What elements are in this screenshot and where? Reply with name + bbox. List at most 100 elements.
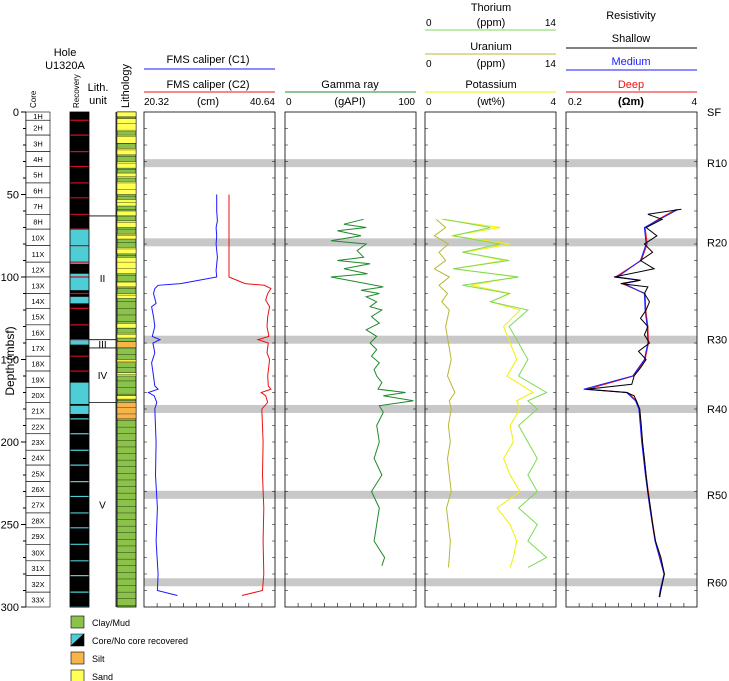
y-axis-label: Depth (mbsf)	[3, 326, 17, 395]
core-label: 33X	[31, 596, 44, 605]
legend-label: Clay/Mud	[92, 618, 130, 628]
track4-curve1-name: Shallow	[612, 33, 651, 45]
track2-frame	[284, 111, 417, 608]
track1-scale-min: 20.32	[144, 97, 169, 108]
depth-tick-label: 50	[7, 190, 19, 202]
track3-frame	[424, 111, 557, 608]
core-label: 19X	[31, 375, 44, 384]
lithology-sand-interval	[116, 161, 137, 169]
track4-scale-min: 0.2	[568, 97, 582, 108]
track3-scale2-min: 0	[426, 59, 432, 70]
recovery-no-core	[70, 405, 89, 414]
core-label: 3H	[33, 139, 43, 148]
track1-header: FMS caliper (C1) FMS caliper (C2) 20.32 …	[144, 54, 275, 108]
track3-header: Thorium 0 (ppm) 14 Uranium 0 (ppm) 14 Po…	[425, 2, 556, 108]
recovery-frame	[69, 111, 90, 608]
horizon-label: R20	[707, 237, 727, 249]
lithology-sand-interval	[116, 172, 137, 179]
caliper-c1-curve	[147, 194, 218, 596]
core-label: 8H	[33, 218, 43, 227]
core-label: 12X	[31, 266, 44, 275]
horizon-labels: SF R10 R20 R30 R40 R50 R60	[707, 107, 727, 589]
legend-label: Silt	[92, 654, 105, 664]
gamma-ray-curve	[330, 218, 414, 566]
horizon-band-R40	[144, 405, 697, 413]
track3-scale1-max: 14	[545, 18, 557, 29]
core-label: 30X	[31, 549, 44, 558]
core-label: 16X	[31, 328, 44, 337]
horizon-label: R40	[707, 404, 727, 416]
recovery-no-core	[70, 296, 89, 304]
core-label: 13X	[31, 281, 44, 290]
core-label: 11X	[32, 250, 45, 259]
track3-curve2-name: Uranium	[470, 41, 512, 53]
track2-curve-name: Gamma ray	[321, 79, 379, 91]
core-label: 5H	[33, 171, 43, 180]
resistivity-medium-curve	[583, 208, 679, 598]
core-label: 4H	[33, 155, 43, 164]
lithology-sand-interval	[116, 332, 137, 339]
track2-scale-unit: (gAPI)	[334, 96, 365, 108]
lithology-sand-interval	[116, 293, 137, 299]
potassium-curve	[441, 218, 535, 568]
recovery-column	[69, 111, 90, 608]
horizon-shading	[144, 159, 697, 587]
core-label: 20X	[31, 391, 44, 400]
track4-curve2-name: Medium	[611, 56, 650, 68]
track3-scale2-max: 14	[545, 59, 557, 70]
recovery-core	[70, 112, 89, 607]
recovery-no-core	[70, 229, 89, 264]
lithology-sand-interval	[116, 181, 137, 195]
core-label: 17X	[31, 344, 44, 353]
depth-axis: 0 50 100 150 200 250 300	[1, 107, 27, 614]
legend-swatch	[70, 651, 85, 665]
core-label: 21X	[31, 407, 44, 416]
track3-scale2-unit: (ppm)	[477, 58, 506, 70]
depth-tick-label: 0	[13, 107, 19, 119]
log-tracks	[143, 111, 698, 608]
hole-label-line1: Hole	[54, 47, 77, 59]
lithology-sand-interval	[116, 281, 137, 288]
core-label: 31X	[31, 564, 44, 573]
core-label: 18X	[31, 360, 44, 369]
resistivity-shallow-curve	[586, 208, 682, 598]
recovery-no-core	[70, 382, 89, 405]
depth-tick-label: 100	[1, 272, 19, 284]
track3-scale3-unit: (wt%)	[477, 96, 505, 108]
track3-scale3-max: 4	[550, 97, 556, 108]
track2-scale-max: 100	[398, 97, 415, 108]
recovery-no-core	[70, 339, 89, 345]
core-label: 2H	[33, 124, 43, 133]
legend-label: Core/No core recovered	[92, 636, 188, 646]
core-label: 27X	[31, 501, 44, 510]
depth-tick-label: 300	[1, 602, 19, 614]
lith-unit-label: II	[100, 274, 106, 285]
track2-header: Gamma ray 0 (gAPI) 100	[285, 79, 416, 108]
core-label: 28X	[31, 516, 44, 525]
horizon-label: R50	[707, 490, 727, 502]
lithology-column-header: Lithology	[120, 63, 132, 108]
lithology-column	[116, 111, 137, 608]
track4-title: Resistivity	[606, 10, 656, 22]
track1-curve2-name: FMS caliper (C2)	[166, 79, 249, 91]
lithology-sand-interval	[116, 233, 137, 240]
lith-unit-label: III	[98, 340, 106, 351]
core-label: 32X	[31, 580, 44, 589]
depth-tick-label: 250	[1, 520, 19, 532]
legend-swatch	[70, 669, 85, 681]
legend-swatch-core	[70, 633, 85, 647]
core-label: 14X	[31, 297, 44, 306]
lithology-sand-interval	[116, 395, 137, 400]
legend: Clay/Mud Core/No core recovered Silt Sand	[70, 615, 188, 681]
track4-header: Resistivity Shallow Medium Deep 0.2 (Ωm)…	[566, 10, 697, 108]
legend-label: Sand	[92, 672, 113, 681]
lithology-sand-interval	[116, 210, 137, 217]
core-label: 15X	[31, 313, 44, 322]
track1-frame	[143, 111, 276, 608]
lithology-silt-interval	[116, 402, 137, 420]
track1-curve1-name: FMS caliper (C1)	[166, 54, 249, 66]
hole-label: Hole U1320A	[45, 47, 85, 72]
thorium-curve	[443, 218, 548, 568]
